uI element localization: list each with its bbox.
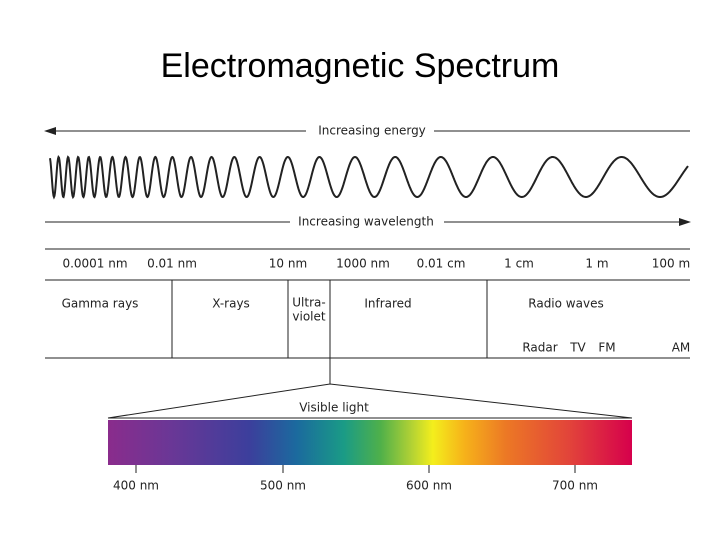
scale-label: 100 m (652, 257, 690, 271)
scale-label: 10 nm (269, 257, 307, 271)
region-label: Radio waves (528, 297, 603, 311)
arrowhead (679, 218, 691, 226)
scale-label: 0.01 cm (417, 257, 466, 271)
band-label: Radar (522, 341, 557, 355)
visible-spectrum (108, 420, 632, 465)
scale-label: 1000 nm (336, 257, 390, 271)
energy-label: Increasing energy (318, 124, 426, 138)
scale-label: 0.0001 nm (62, 257, 127, 271)
visible-ticks: 400 nm 500 nm 600 nm 700 nm (113, 465, 598, 493)
scale-labels: 0.0001 nm 0.01 nm 10 nm 1000 nm 0.01 cm 1 cm 1… (62, 257, 690, 271)
band-label: TV (569, 341, 586, 355)
label-bg (306, 122, 434, 140)
scale-label: 0.01 nm (147, 257, 197, 271)
wave (49, 155, 689, 200)
tick-label: 600 nm (406, 479, 452, 493)
tick-label: 700 nm (552, 479, 598, 493)
band-label: FM (598, 341, 615, 355)
visible-fan (107, 383, 633, 419)
title: Electromagnetic Spectrum (161, 47, 560, 85)
label-bg (290, 213, 444, 231)
scale-label: 1 m (585, 257, 608, 271)
region-label: Gamma rays (62, 297, 139, 311)
region-label: Infrared (364, 297, 411, 311)
label-bg (300, 399, 372, 416)
wavelength-label: Increasing wavelength (298, 215, 434, 229)
scale-label: 1 cm (504, 257, 534, 271)
visible-label: Visible light (299, 401, 369, 415)
region-label: X-rays (212, 297, 250, 311)
region-label: violet (292, 310, 325, 324)
arrowhead (44, 127, 56, 135)
band-label: AM (672, 341, 691, 355)
tick-label: 500 nm (260, 479, 306, 493)
tick-label: 400 nm (113, 479, 159, 493)
region-label: Ultra- (292, 296, 325, 310)
